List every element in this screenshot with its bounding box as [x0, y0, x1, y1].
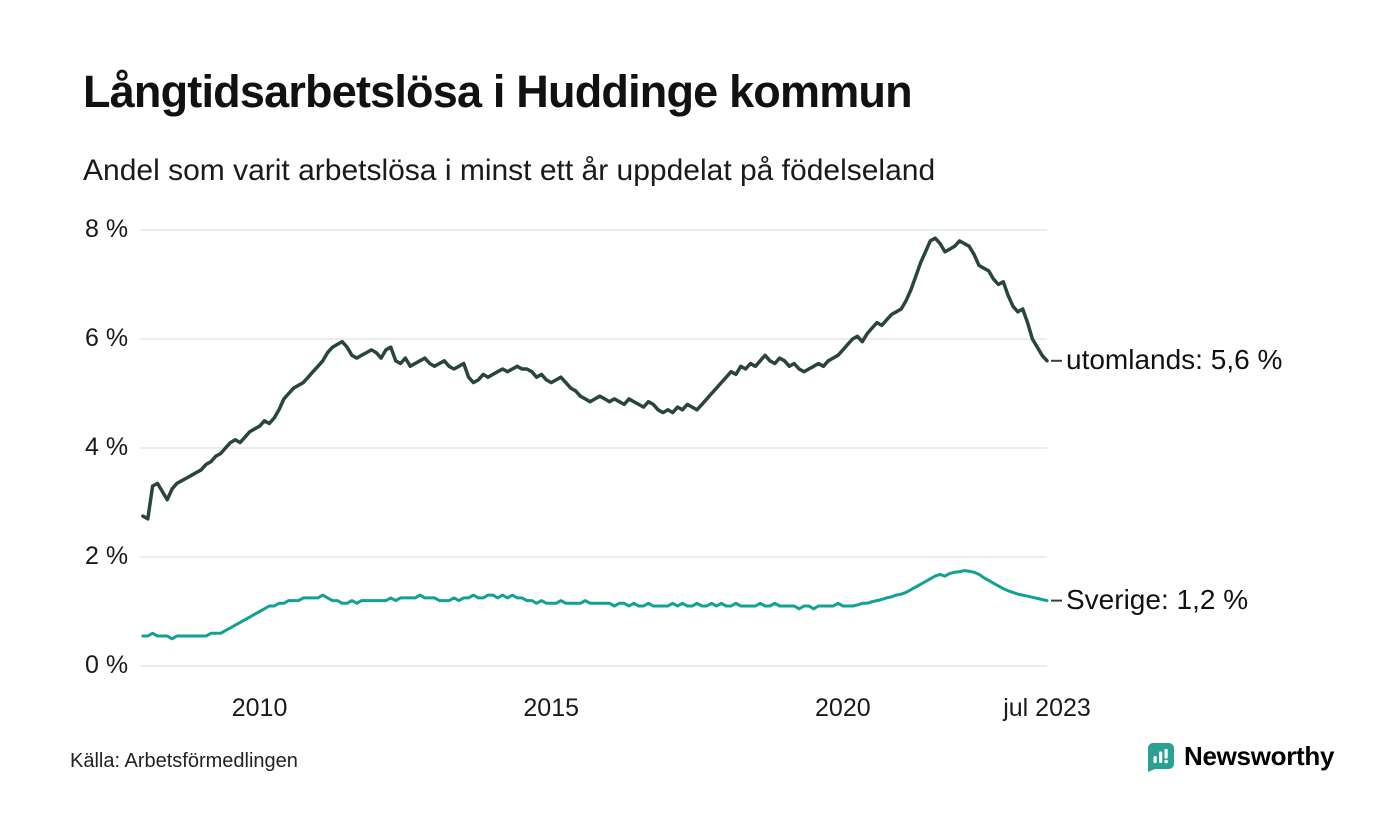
- series-line-utomlands: [141, 236, 1049, 521]
- page-subtitle: Andel som varit arbetslösa i minst ett å…: [83, 154, 936, 187]
- y-axis-tick-label: 2 %: [85, 542, 129, 570]
- series-line-sverige: [141, 569, 1049, 641]
- newsworthy-logo-icon: [1144, 741, 1175, 772]
- source-caption: Källa: Arbetsförmedlingen: [70, 750, 298, 772]
- x-axis-tick-label: 2020: [815, 694, 871, 722]
- y-axis-tick-label: 8 %: [85, 215, 129, 243]
- brand-name: Newsworthy: [1184, 741, 1335, 771]
- page-title: Långtidsarbetslösa i Huddinge kommun: [83, 66, 913, 117]
- series-end-label-utomlands: utomlands: 5,6 %: [1066, 343, 1283, 375]
- x-axis-tick-label: 2010: [231, 694, 288, 722]
- y-axis-tick-label: 4 %: [85, 433, 129, 461]
- y-axis-tick-label: 0 %: [85, 651, 129, 679]
- x-axis-tick-label: jul 2023: [1003, 694, 1091, 722]
- series-end-label-sverige: Sverige: 1,2 %: [1066, 583, 1249, 615]
- y-axis-tick-label: 6 %: [85, 324, 129, 352]
- x-axis-tick-label: 2015: [523, 694, 580, 722]
- brand-lockup: Newsworthy: [1144, 741, 1334, 772]
